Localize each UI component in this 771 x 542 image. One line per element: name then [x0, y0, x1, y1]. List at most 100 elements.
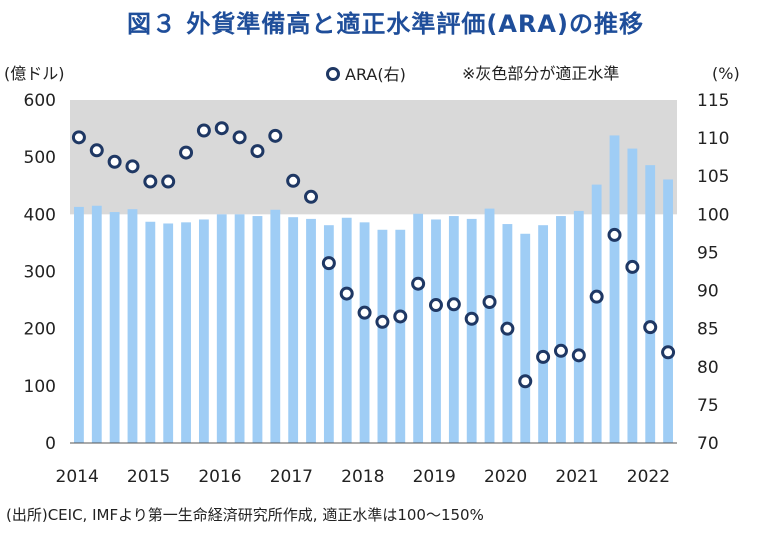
reserve-bar-18: [395, 229, 406, 443]
reserve-bar-9: [234, 214, 245, 443]
ara-point-13: [304, 189, 319, 204]
reserve-bar-32: [645, 165, 656, 444]
right-tick-75: 75: [697, 396, 719, 416]
ara-point-25: [518, 374, 533, 389]
x-tick-2019: 2019: [413, 467, 456, 487]
reserve-bar-21: [448, 216, 459, 443]
ara-point-16: [357, 305, 372, 320]
ara-point-32: [643, 320, 658, 335]
x-tick-2020: 2020: [484, 467, 527, 487]
reserve-bar-6: [181, 222, 191, 443]
x-tick-2022: 2022: [627, 467, 670, 487]
ara-point-10: [250, 144, 265, 159]
reserve-bar-2: [109, 212, 120, 443]
reserve-bar-11: [270, 209, 281, 443]
legend-ara-label: ARA(右): [345, 65, 406, 84]
right-tick-70: 70: [697, 434, 719, 454]
right-tick-80: 80: [697, 358, 719, 378]
ara-point-15: [339, 286, 354, 301]
ara-point-33: [661, 345, 676, 360]
reserve-bar-10: [252, 216, 263, 443]
ara-point-21: [446, 297, 461, 312]
reserve-bar-17: [377, 229, 388, 443]
ara-point-29: [589, 289, 604, 304]
legend-band-note: ※灰色部分が適正水準: [462, 64, 619, 83]
x-tick-2017: 2017: [270, 467, 313, 487]
left-tick-500: 500: [24, 148, 56, 168]
reserve-bar-1: [91, 205, 102, 443]
reserve-bar-31: [627, 148, 638, 443]
ara-point-31: [625, 259, 640, 274]
ara-point-2: [107, 154, 122, 169]
reserve-bar-12: [288, 217, 299, 443]
right-axis-unit: (%): [712, 64, 740, 83]
reserve-bar-19: [413, 213, 424, 443]
x-tick-2018: 2018: [341, 467, 384, 487]
source-note: (出所)CEIC, IMFより第一生命経済研究所作成, 適正水準は100〜150…: [6, 506, 484, 524]
ara-point-28: [571, 348, 586, 363]
ara-point-19: [411, 276, 426, 291]
reserve-bar-15: [341, 217, 352, 443]
right-tick-115: 115: [697, 91, 729, 111]
ara-point-18: [393, 309, 408, 324]
x-tick-2015: 2015: [127, 467, 170, 487]
left-tick-400: 400: [24, 205, 56, 225]
reserve-bar-28: [573, 210, 584, 443]
left-tick-300: 300: [24, 263, 56, 283]
ara-point-0: [71, 130, 86, 145]
ara-point-4: [143, 174, 158, 189]
reserve-bar-33: [663, 179, 673, 443]
right-tick-90: 90: [697, 282, 719, 302]
ara-point-12: [286, 173, 301, 188]
ara-point-23: [482, 294, 497, 309]
ara-point-20: [428, 298, 443, 313]
ara-point-26: [536, 349, 551, 364]
ara-point-1: [89, 143, 104, 158]
ara-point-27: [553, 343, 568, 358]
reserve-bar-13: [306, 218, 316, 443]
reserve-bar-27: [556, 216, 566, 443]
reserve-bar-30: [609, 135, 620, 443]
right-tick-105: 105: [697, 167, 729, 187]
left-tick-0: 0: [45, 434, 56, 454]
ara-point-9: [232, 130, 247, 145]
ara-point-3: [125, 159, 140, 174]
ara-point-30: [607, 227, 622, 242]
reserve-bar-3: [127, 209, 138, 443]
ara-point-6: [179, 145, 194, 160]
reserve-bar-23: [484, 208, 495, 443]
right-tick-85: 85: [697, 320, 719, 340]
reserve-bar-25: [520, 233, 531, 443]
reserve-bar-26: [538, 225, 549, 443]
right-tick-110: 110: [697, 129, 729, 149]
left-tick-200: 200: [24, 320, 56, 340]
ara-point-14: [321, 256, 336, 271]
plot-area: 0 100 200 300 400 500 600 70 75 80 85 90 95 100 105 110…: [24, 91, 730, 487]
reserve-bar-20: [431, 219, 441, 443]
ara-point-24: [500, 321, 515, 336]
ara-point-5: [161, 174, 176, 189]
legend-ara-marker: [326, 67, 340, 81]
ara-point-8: [214, 121, 229, 136]
reserve-bar-4: [145, 221, 156, 443]
reserve-bar-5: [163, 223, 174, 443]
left-tick-100: 100: [24, 377, 56, 397]
ara-point-7: [196, 123, 211, 138]
reserve-bar-16: [359, 222, 370, 443]
adequate-level-band: [70, 100, 677, 215]
right-tick-100: 100: [697, 205, 729, 225]
x-tick-2014: 2014: [56, 467, 99, 487]
left-tick-600: 600: [24, 91, 56, 111]
ara-point-22: [464, 311, 479, 326]
reserve-bar-14: [323, 225, 334, 443]
reserve-bar-0: [74, 206, 84, 443]
reserve-bar-7: [198, 219, 209, 443]
right-tick-95: 95: [697, 243, 719, 263]
reserve-bar-22: [466, 218, 477, 443]
chart-title: 図３ 外貨準備高と適正水準評価(ARA)の推移: [127, 10, 644, 38]
reserve-bar-29: [591, 184, 602, 443]
x-tick-2021: 2021: [555, 467, 598, 487]
x-tick-2016: 2016: [198, 467, 241, 487]
ara-point-11: [268, 128, 283, 143]
